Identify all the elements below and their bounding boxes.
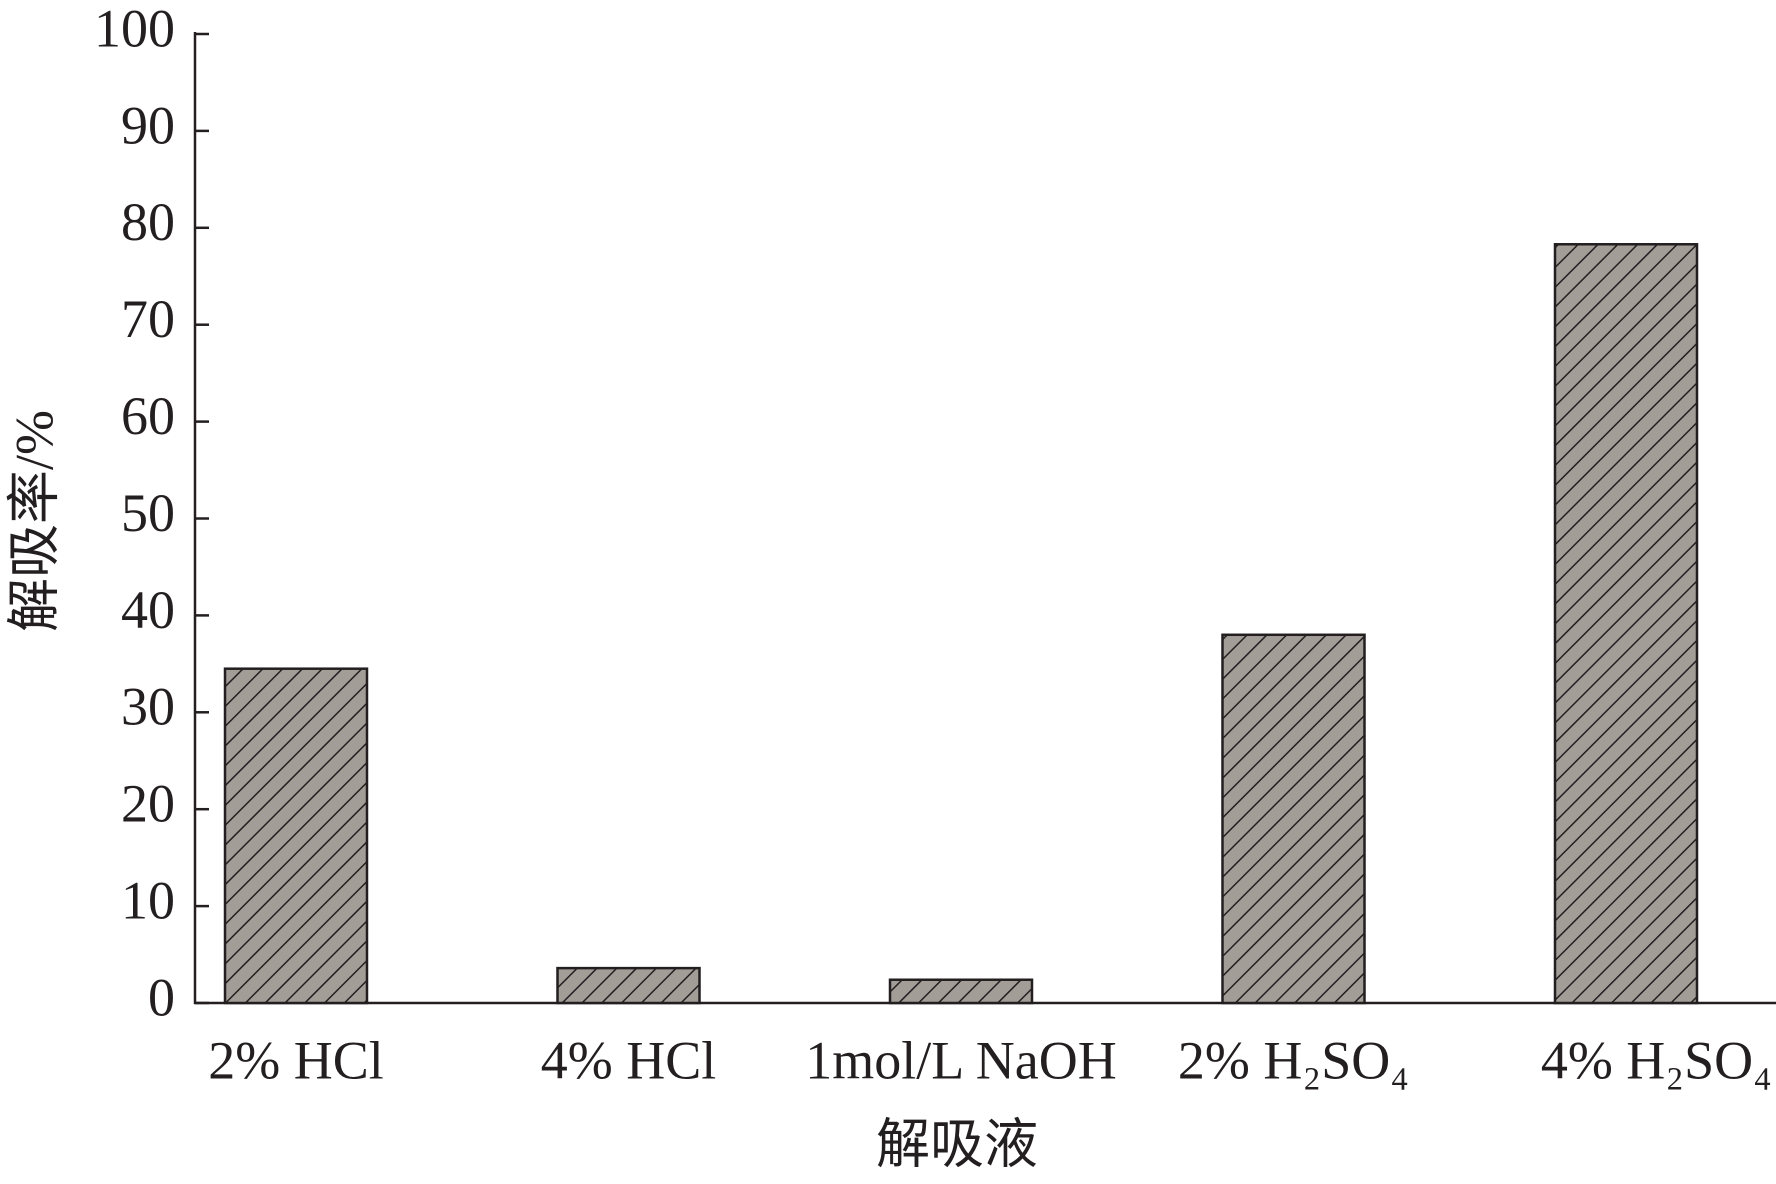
y-tick-label: 30 xyxy=(121,677,175,737)
y-tick-label: 10 xyxy=(121,870,175,930)
y-axis-label: 解吸率/% xyxy=(4,410,64,632)
y-tick-label: 50 xyxy=(121,483,175,543)
x-tick-label: 4% H₂SO₄ xyxy=(1541,1030,1772,1090)
x-tick-label: 2% HCl xyxy=(208,1030,384,1090)
y-tick-label: 0 xyxy=(148,967,175,1027)
bar xyxy=(1221,633,1366,1005)
x-tick-label: 1mol/L NaOH xyxy=(805,1030,1116,1090)
y-tick-label: 100 xyxy=(94,0,175,58)
y-tick-label: 70 xyxy=(121,289,175,349)
x-axis-label: 解吸液 xyxy=(876,1114,1038,1174)
bar xyxy=(223,667,369,1005)
y-tick-label: 80 xyxy=(121,192,175,252)
bar xyxy=(888,978,1034,1005)
y-tick-label: 60 xyxy=(121,386,175,446)
y-tick-label: 20 xyxy=(121,774,175,834)
x-tick-label: 4% HCl xyxy=(541,1030,717,1090)
x-tick-label: 2% H₂SO₄ xyxy=(1178,1030,1409,1090)
bar xyxy=(556,966,701,1005)
bar xyxy=(1553,243,1699,1005)
y-tick-label: 40 xyxy=(121,580,175,640)
y-tick-label: 90 xyxy=(121,95,175,155)
